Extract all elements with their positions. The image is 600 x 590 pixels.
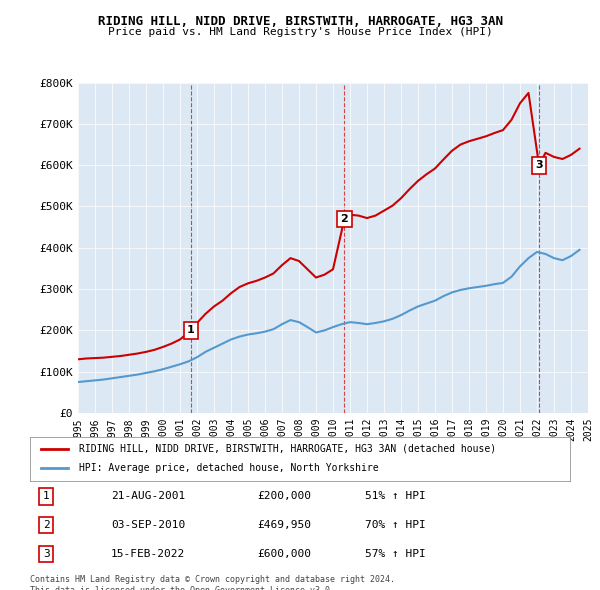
Text: 1: 1	[187, 326, 195, 335]
Text: RIDING HILL, NIDD DRIVE, BIRSTWITH, HARROGATE, HG3 3AN: RIDING HILL, NIDD DRIVE, BIRSTWITH, HARR…	[97, 15, 503, 28]
Text: 51% ↑ HPI: 51% ↑ HPI	[365, 491, 425, 501]
Text: 1: 1	[43, 491, 50, 501]
Text: 15-FEB-2022: 15-FEB-2022	[111, 549, 185, 559]
Text: 21-AUG-2001: 21-AUG-2001	[111, 491, 185, 501]
Text: 2: 2	[341, 214, 348, 224]
Text: Price paid vs. HM Land Registry's House Price Index (HPI): Price paid vs. HM Land Registry's House …	[107, 27, 493, 37]
Text: 03-SEP-2010: 03-SEP-2010	[111, 520, 185, 530]
Text: 57% ↑ HPI: 57% ↑ HPI	[365, 549, 425, 559]
Text: 2: 2	[43, 520, 50, 530]
Text: HPI: Average price, detached house, North Yorkshire: HPI: Average price, detached house, Nort…	[79, 464, 378, 473]
Text: £469,950: £469,950	[257, 520, 311, 530]
Text: £600,000: £600,000	[257, 549, 311, 559]
Text: 3: 3	[535, 160, 543, 170]
Text: RIDING HILL, NIDD DRIVE, BIRSTWITH, HARROGATE, HG3 3AN (detached house): RIDING HILL, NIDD DRIVE, BIRSTWITH, HARR…	[79, 444, 496, 454]
Text: 3: 3	[43, 549, 50, 559]
Text: 70% ↑ HPI: 70% ↑ HPI	[365, 520, 425, 530]
Text: £200,000: £200,000	[257, 491, 311, 501]
Text: Contains HM Land Registry data © Crown copyright and database right 2024.
This d: Contains HM Land Registry data © Crown c…	[30, 575, 395, 590]
